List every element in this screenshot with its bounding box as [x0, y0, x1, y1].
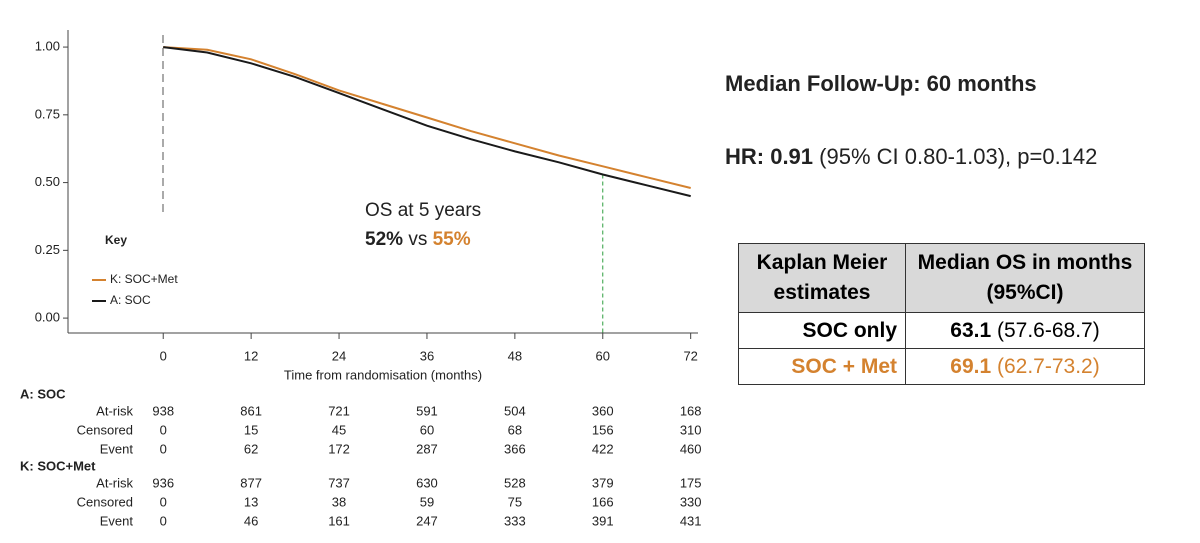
- risk-value: 168: [680, 403, 702, 418]
- annotation-value: 55%: [433, 229, 471, 250]
- risk-value: 737: [328, 475, 350, 490]
- median-os: 63.1 (57.6-68.7): [905, 312, 1145, 349]
- y-tick-label: 0.75: [35, 106, 60, 121]
- risk-row-label: Event: [100, 441, 134, 456]
- annotation-text: vs: [408, 229, 427, 250]
- x-tick-label: 36: [420, 348, 434, 363]
- risk-value: 630: [416, 475, 438, 490]
- x-tick-label: 60: [596, 348, 610, 363]
- hazard-ratio: HR: 0.91 (95% CI 0.80-1.03), p=0.142: [725, 144, 1097, 169]
- x-tick-label: 0: [160, 348, 167, 363]
- y-tick-label: 0.50: [35, 174, 60, 189]
- risk-value: 62: [244, 441, 258, 456]
- risk-value: 287: [416, 441, 438, 456]
- risk-value: 591: [416, 403, 438, 418]
- estimates-table: Kaplan Meier estimates Median OS in mont…: [738, 243, 1145, 385]
- risk-value: 175: [680, 475, 702, 490]
- median-os: 69.1 (62.7-73.2): [905, 348, 1145, 385]
- risk-value: 0: [160, 441, 167, 456]
- annotation-value: 52%: [365, 229, 403, 250]
- hr-detail: (95% CI 0.80-1.03), p=0.142: [819, 144, 1097, 169]
- median-ci: (57.6-68.7): [996, 318, 1100, 342]
- header-cell: Median OS in months (95%CI): [905, 243, 1145, 313]
- risk-value: 310: [680, 422, 702, 437]
- hr-label: HR: 0.91: [725, 144, 813, 169]
- series-line: [163, 46, 691, 198]
- legend-label: A: SOC: [110, 293, 151, 307]
- risk-value: 938: [152, 403, 174, 418]
- risk-value: 379: [592, 475, 614, 490]
- x-tick-label: 24: [332, 348, 346, 363]
- annotation-text: 52% vs 55%: [365, 229, 471, 250]
- y-tick-label: 1.00: [35, 39, 60, 54]
- median-ci: (62.7-73.2): [996, 354, 1100, 378]
- risk-value: 166: [592, 494, 614, 509]
- median-value: 63.1: [950, 318, 992, 342]
- risk-value: 13: [244, 494, 258, 509]
- risk-value: 936: [152, 475, 174, 490]
- annotation-title: OS at 5 years: [365, 200, 481, 221]
- x-axis-label: Time from randomisation (months): [284, 367, 482, 382]
- x-tick-label: 12: [244, 348, 258, 363]
- risk-value: 877: [240, 475, 262, 490]
- risk-value: 247: [416, 513, 438, 528]
- risk-row-label: At-risk: [96, 475, 133, 490]
- risk-row-label: Censored: [77, 494, 133, 509]
- risk-value: 0: [160, 494, 167, 509]
- risk-value: 360: [592, 403, 614, 418]
- arm-name: SOC + Met: [738, 348, 906, 385]
- risk-row-label: Event: [100, 513, 134, 528]
- risk-value: 330: [680, 494, 702, 509]
- series-line: [163, 46, 691, 189]
- risk-value: 861: [240, 403, 262, 418]
- risk-value: 0: [160, 513, 167, 528]
- risk-value: 460: [680, 441, 702, 456]
- risk-value: 161: [328, 513, 350, 528]
- median-value: 69.1: [950, 354, 992, 378]
- risk-value: 75: [508, 494, 522, 509]
- risk-value: 366: [504, 441, 526, 456]
- risk-group: A: SOC: [20, 386, 66, 401]
- risk-row-label: Censored: [77, 422, 133, 437]
- legend-label: K: SOC+Met: [110, 272, 178, 286]
- risk-row-label: At-risk: [96, 403, 133, 418]
- risk-value: 60: [420, 422, 434, 437]
- risk-value: 721: [328, 403, 350, 418]
- risk-value: 528: [504, 475, 526, 490]
- header-row: Kaplan Meier estimates Median OS in mont…: [738, 243, 1145, 313]
- x-tick-label: 72: [683, 348, 697, 363]
- follow-up: Median Follow-Up: 60 months: [725, 71, 1037, 96]
- x-tick-label: 48: [508, 348, 522, 363]
- header-cell: Kaplan Meier estimates: [738, 243, 906, 313]
- risk-value: 59: [420, 494, 434, 509]
- risk-value: 0: [160, 422, 167, 437]
- risk-value: 422: [592, 441, 614, 456]
- risk-value: 333: [504, 513, 526, 528]
- risk-value: 431: [680, 513, 702, 528]
- risk-value: 156: [592, 422, 614, 437]
- risk-group: K: SOC+Met: [20, 458, 96, 473]
- table-row: SOC only 63.1 (57.6-68.7): [738, 312, 1145, 349]
- table-row: SOC + Met 69.1 (62.7-73.2): [738, 348, 1145, 385]
- arm-name: SOC only: [738, 312, 906, 349]
- risk-value: 504: [504, 403, 526, 418]
- risk-value: 38: [332, 494, 346, 509]
- risk-value: 391: [592, 513, 614, 528]
- risk-value: 172: [328, 441, 350, 456]
- risk-value: 68: [508, 422, 522, 437]
- risk-value: 45: [332, 422, 346, 437]
- y-tick-label: 0.25: [35, 242, 60, 257]
- legend-title: Key: [105, 233, 127, 247]
- risk-value: 15: [244, 422, 258, 437]
- y-tick-label: 0.00: [35, 310, 60, 325]
- risk-value: 46: [244, 513, 258, 528]
